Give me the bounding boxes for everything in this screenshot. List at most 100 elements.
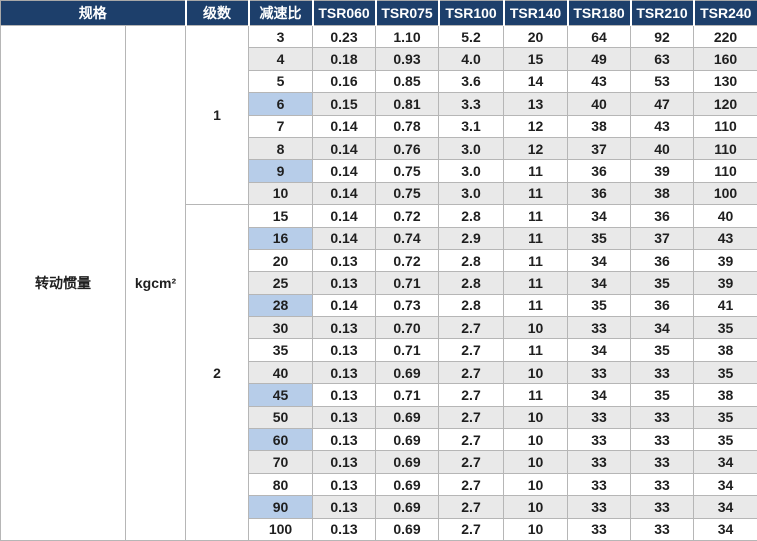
value-cell-tsr210: 36 bbox=[630, 204, 694, 228]
ratio-cell: 15 bbox=[248, 204, 313, 228]
value-cell-tsr210: 33 bbox=[630, 495, 694, 519]
value-cell-tsr240: 34 bbox=[693, 495, 757, 519]
ratio-cell: 60 bbox=[248, 428, 313, 452]
ratio-cell: 3 bbox=[248, 24, 313, 49]
value-cell-tsr060: 0.13 bbox=[312, 495, 376, 519]
value-cell-tsr180: 64 bbox=[567, 24, 631, 49]
value-cell-tsr210: 63 bbox=[630, 47, 694, 71]
ratio-cell: 80 bbox=[248, 472, 313, 497]
value-cell-tsr140: 11 bbox=[503, 248, 568, 273]
value-cell-tsr140: 12 bbox=[503, 136, 568, 161]
value-cell-tsr210: 34 bbox=[630, 316, 694, 340]
value-cell-tsr075: 0.85 bbox=[375, 69, 439, 94]
value-cell-tsr100: 2.9 bbox=[438, 226, 504, 250]
value-cell-tsr210: 33 bbox=[630, 450, 694, 474]
value-cell-tsr100: 2.7 bbox=[438, 383, 504, 407]
table-body: 转动惯量 kgcm² 1 3 0.23 1.10 5.2 20 64 92 220 4 0.18 0.93… bbox=[0, 24, 757, 541]
value-cell-tsr060: 0.13 bbox=[312, 405, 376, 430]
value-cell-tsr100: 2.7 bbox=[438, 428, 504, 452]
value-cell-tsr240: 34 bbox=[693, 517, 757, 541]
value-cell-tsr075: 0.70 bbox=[375, 316, 439, 340]
value-cell-tsr060: 0.14 bbox=[312, 204, 376, 228]
table-row: 8 0.14 0.76 3.0 12 37 40 110 bbox=[1, 136, 757, 161]
ratio-cell: 40 bbox=[248, 360, 313, 385]
value-cell-tsr140: 11 bbox=[503, 204, 568, 228]
value-cell-tsr210: 35 bbox=[630, 338, 694, 362]
ratio-cell: 10 bbox=[248, 181, 313, 206]
header-model-tsr100: TSR100 bbox=[437, 0, 504, 26]
value-cell-tsr060: 0.13 bbox=[312, 316, 376, 340]
ratio-cell: 4 bbox=[248, 47, 313, 71]
value-cell-tsr060: 0.14 bbox=[312, 114, 376, 138]
value-cell-tsr180: 34 bbox=[567, 204, 631, 228]
value-cell-tsr060: 0.13 bbox=[312, 338, 376, 362]
value-cell-tsr180: 34 bbox=[567, 248, 631, 273]
table-row: 7 0.14 0.78 3.1 12 38 43 110 bbox=[1, 114, 757, 138]
table-row: 40 0.13 0.69 2.7 10 33 33 35 bbox=[1, 360, 757, 385]
value-cell-tsr180: 33 bbox=[567, 316, 631, 340]
header-model-tsr180: TSR180 bbox=[566, 0, 631, 26]
table-header: 规格 级数 减速比 TSR060 TSR075 TSR100 TSR140 TS… bbox=[0, 0, 757, 26]
value-cell-tsr060: 0.23 bbox=[312, 24, 376, 49]
header-model-tsr140: TSR140 bbox=[502, 0, 568, 26]
header-stages: 级数 bbox=[184, 0, 249, 26]
value-cell-tsr210: 53 bbox=[630, 69, 694, 94]
value-cell-tsr140: 12 bbox=[503, 114, 568, 138]
stage-cell: 1 bbox=[185, 24, 249, 206]
value-cell-tsr140: 11 bbox=[503, 271, 568, 295]
value-cell-tsr240: 40 bbox=[693, 204, 757, 228]
value-cell-tsr060: 0.14 bbox=[312, 136, 376, 161]
value-cell-tsr060: 0.13 bbox=[312, 360, 376, 385]
value-cell-tsr075: 0.75 bbox=[375, 159, 439, 183]
value-cell-tsr075: 0.78 bbox=[375, 114, 439, 138]
value-cell-tsr210: 33 bbox=[630, 360, 694, 385]
ratio-cell: 50 bbox=[248, 405, 313, 430]
value-cell-tsr075: 0.69 bbox=[375, 428, 439, 452]
value-cell-tsr140: 14 bbox=[503, 69, 568, 94]
ratio-cell: 100 bbox=[248, 517, 313, 541]
spec-label-cell: 转动惯量 bbox=[0, 25, 126, 541]
value-cell-tsr100: 5.2 bbox=[438, 24, 504, 49]
value-cell-tsr075: 0.69 bbox=[375, 360, 439, 385]
ratio-cell: 28 bbox=[248, 293, 313, 318]
value-cell-tsr210: 40 bbox=[630, 136, 694, 161]
value-cell-tsr240: 39 bbox=[693, 248, 757, 273]
value-cell-tsr140: 20 bbox=[503, 24, 568, 49]
value-cell-tsr075: 0.69 bbox=[375, 472, 439, 497]
value-cell-tsr240: 110 bbox=[693, 136, 757, 161]
value-cell-tsr210: 38 bbox=[630, 181, 694, 206]
table-row: 转动惯量 kgcm² 1 3 0.23 1.10 5.2 20 64 92 220 bbox=[0, 24, 757, 541]
value-cell-tsr100: 4.0 bbox=[438, 47, 504, 71]
value-cell-tsr140: 11 bbox=[503, 338, 568, 362]
header-model-tsr240: TSR240 bbox=[692, 0, 757, 26]
value-cell-tsr240: 120 bbox=[693, 92, 757, 116]
value-cell-tsr075: 0.72 bbox=[375, 248, 439, 273]
value-cell-tsr180: 37 bbox=[567, 136, 631, 161]
table-row: 90 0.13 0.69 2.7 10 33 33 34 bbox=[1, 495, 757, 519]
ratio-cell: 16 bbox=[248, 226, 313, 250]
value-cell-tsr180: 36 bbox=[567, 181, 631, 206]
ratio-cell: 9 bbox=[248, 159, 313, 183]
table-row: 50 0.13 0.69 2.7 10 33 33 35 bbox=[1, 405, 757, 430]
value-cell-tsr100: 3.1 bbox=[438, 114, 504, 138]
value-cell-tsr075: 0.75 bbox=[375, 181, 439, 206]
value-cell-tsr180: 36 bbox=[567, 159, 631, 183]
value-cell-tsr075: 0.71 bbox=[375, 338, 439, 362]
header-spec: 规格 bbox=[0, 0, 186, 26]
value-cell-tsr060: 0.13 bbox=[312, 450, 376, 474]
table-row: 100 0.13 0.69 2.7 10 33 33 34 bbox=[1, 517, 757, 541]
value-cell-tsr140: 10 bbox=[503, 450, 568, 474]
table-row: 45 0.13 0.71 2.7 11 34 35 38 bbox=[1, 383, 757, 407]
value-cell-tsr075: 0.81 bbox=[375, 92, 439, 116]
value-cell-tsr075: 0.76 bbox=[375, 136, 439, 161]
value-cell-tsr100: 2.8 bbox=[438, 271, 504, 295]
value-cell-tsr240: 39 bbox=[693, 271, 757, 295]
ratio-cell: 45 bbox=[248, 383, 313, 407]
header-row: 规格 级数 减速比 TSR060 TSR075 TSR100 TSR140 TS… bbox=[0, 0, 757, 26]
ratio-cell: 7 bbox=[248, 114, 313, 138]
unit-cell: kgcm² bbox=[125, 25, 186, 541]
value-cell-tsr180: 33 bbox=[567, 405, 631, 430]
value-cell-tsr210: 47 bbox=[630, 92, 694, 116]
value-cell-tsr180: 33 bbox=[567, 517, 631, 541]
